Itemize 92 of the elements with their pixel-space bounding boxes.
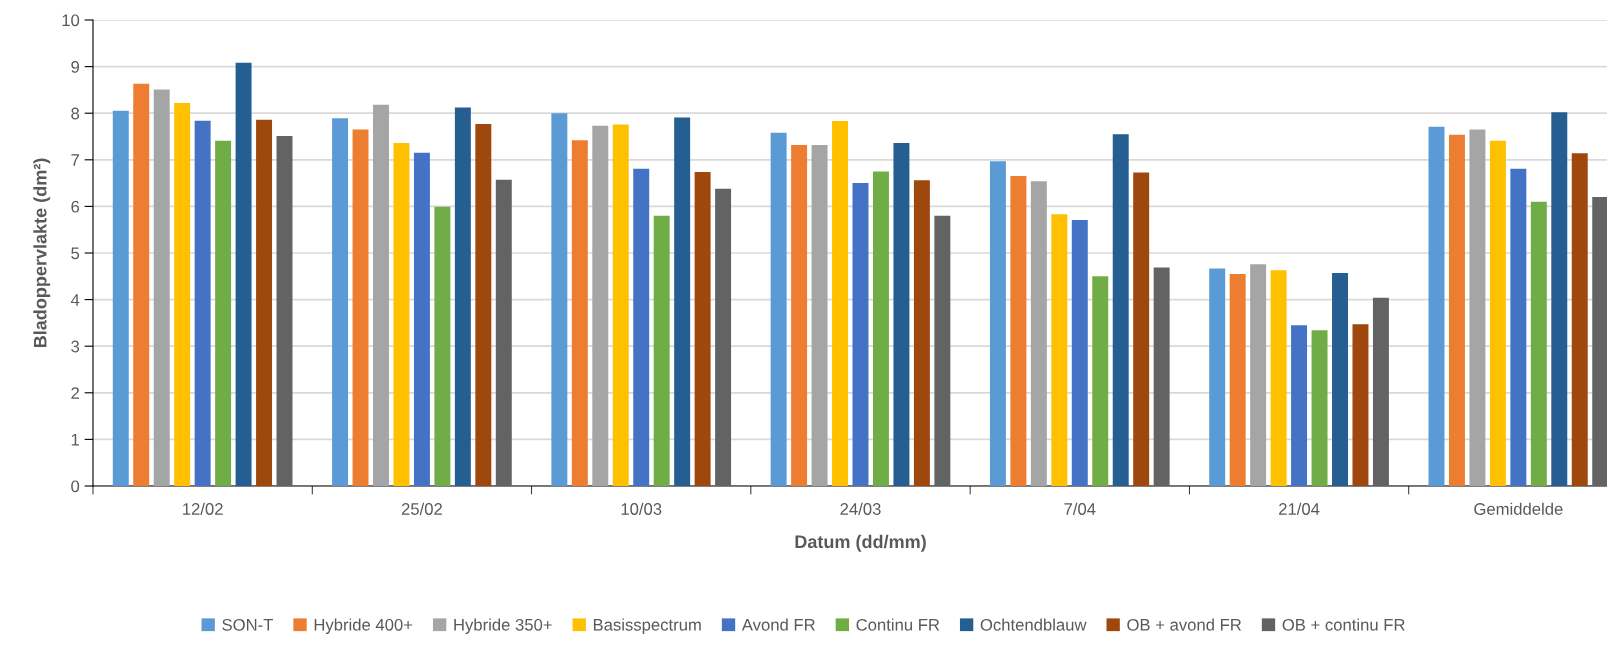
legend-label: Hybride 400+	[314, 618, 413, 634]
legend-label: Hybride 350+	[454, 618, 552, 634]
y-axis-title: Bladoppervlakte (dm²)	[33, 158, 51, 348]
x-tick-label: 7/04	[1064, 502, 1096, 515]
bar	[194, 120, 211, 486]
bar	[715, 188, 732, 486]
bar	[1448, 134, 1465, 486]
bar	[352, 129, 369, 486]
bar	[592, 125, 609, 486]
bar	[1112, 134, 1129, 486]
bar	[1352, 324, 1369, 486]
bar	[235, 62, 252, 486]
bar	[1311, 330, 1328, 486]
y-tick-label: 10	[62, 14, 80, 27]
bar	[770, 132, 787, 486]
y-tick-label: 1	[71, 433, 79, 446]
bar	[1250, 264, 1267, 486]
bar	[1030, 181, 1047, 486]
bar	[1209, 268, 1226, 486]
bar	[852, 183, 869, 486]
bar	[1071, 219, 1088, 486]
bar	[694, 171, 711, 486]
y-tick-label: 4	[70, 294, 80, 306]
bar	[1571, 153, 1588, 486]
x-axis-title: Datum (dd/mm)	[795, 534, 926, 552]
legend-label: SON-T	[222, 618, 273, 631]
bar	[551, 113, 568, 486]
bar	[434, 206, 451, 486]
legend-label: Basisspectrum	[593, 618, 701, 634]
bar	[1592, 197, 1607, 486]
bar	[1010, 176, 1027, 486]
bar	[1229, 273, 1246, 486]
y-tick-label: 2	[71, 387, 79, 399]
bar	[153, 89, 170, 486]
bar	[571, 140, 588, 486]
x-tick-label: 21/04	[1279, 502, 1320, 515]
y-tick-label: 3	[71, 340, 80, 353]
bar	[872, 171, 889, 486]
y-tick-label: 0	[71, 480, 80, 493]
bar	[934, 215, 951, 486]
bar	[112, 110, 129, 486]
bar	[1469, 129, 1486, 486]
bar	[454, 107, 471, 486]
bar	[1291, 325, 1308, 486]
x-tick-label: Gemiddelde	[1474, 502, 1563, 515]
bar	[133, 83, 150, 486]
bar	[413, 152, 430, 486]
x-tick-label: 10/03	[621, 502, 662, 515]
y-tick-label: 9	[71, 61, 80, 73]
y-tick-label: 7	[71, 154, 79, 166]
bar	[674, 117, 691, 486]
bar	[1551, 112, 1568, 486]
legend-label: Avond FR	[741, 618, 815, 631]
bar	[1510, 168, 1527, 486]
bar	[653, 215, 670, 486]
legend-label: OB + continu FR	[1282, 618, 1405, 631]
bar	[1489, 140, 1506, 486]
bar	[791, 144, 808, 486]
y-tick-label: 8	[71, 107, 80, 120]
bar	[1133, 172, 1150, 486]
bar	[1372, 297, 1389, 486]
bar	[633, 168, 650, 486]
x-tick-label: 25/02	[401, 502, 442, 515]
bar	[373, 104, 389, 486]
bar	[913, 180, 930, 486]
bar	[1332, 273, 1348, 486]
bar	[495, 179, 512, 486]
bar	[1153, 267, 1170, 486]
bar	[1051, 214, 1068, 486]
x-tick-label: 24/03	[840, 502, 881, 515]
bar	[612, 124, 629, 486]
bar	[1530, 201, 1547, 486]
legend-label: Ochtendblauw	[980, 618, 1087, 631]
bar	[276, 136, 293, 486]
legend-label: OB + avond FR	[1127, 618, 1242, 631]
bar	[215, 140, 232, 486]
bar	[893, 143, 910, 486]
bar	[832, 121, 849, 486]
x-tick-label: 12/02	[183, 502, 223, 515]
bar	[332, 118, 349, 486]
bar	[475, 123, 492, 486]
y-tick-label: 5	[71, 247, 80, 260]
bar	[1092, 276, 1109, 486]
bar	[989, 161, 1006, 486]
bar	[1270, 270, 1287, 486]
bar	[811, 144, 828, 486]
bar	[174, 102, 191, 486]
y-tick-label: 6	[71, 200, 80, 213]
legend-label: Continu FR	[856, 618, 940, 631]
bar	[393, 143, 410, 486]
bar	[256, 119, 273, 486]
bar	[1428, 126, 1445, 486]
